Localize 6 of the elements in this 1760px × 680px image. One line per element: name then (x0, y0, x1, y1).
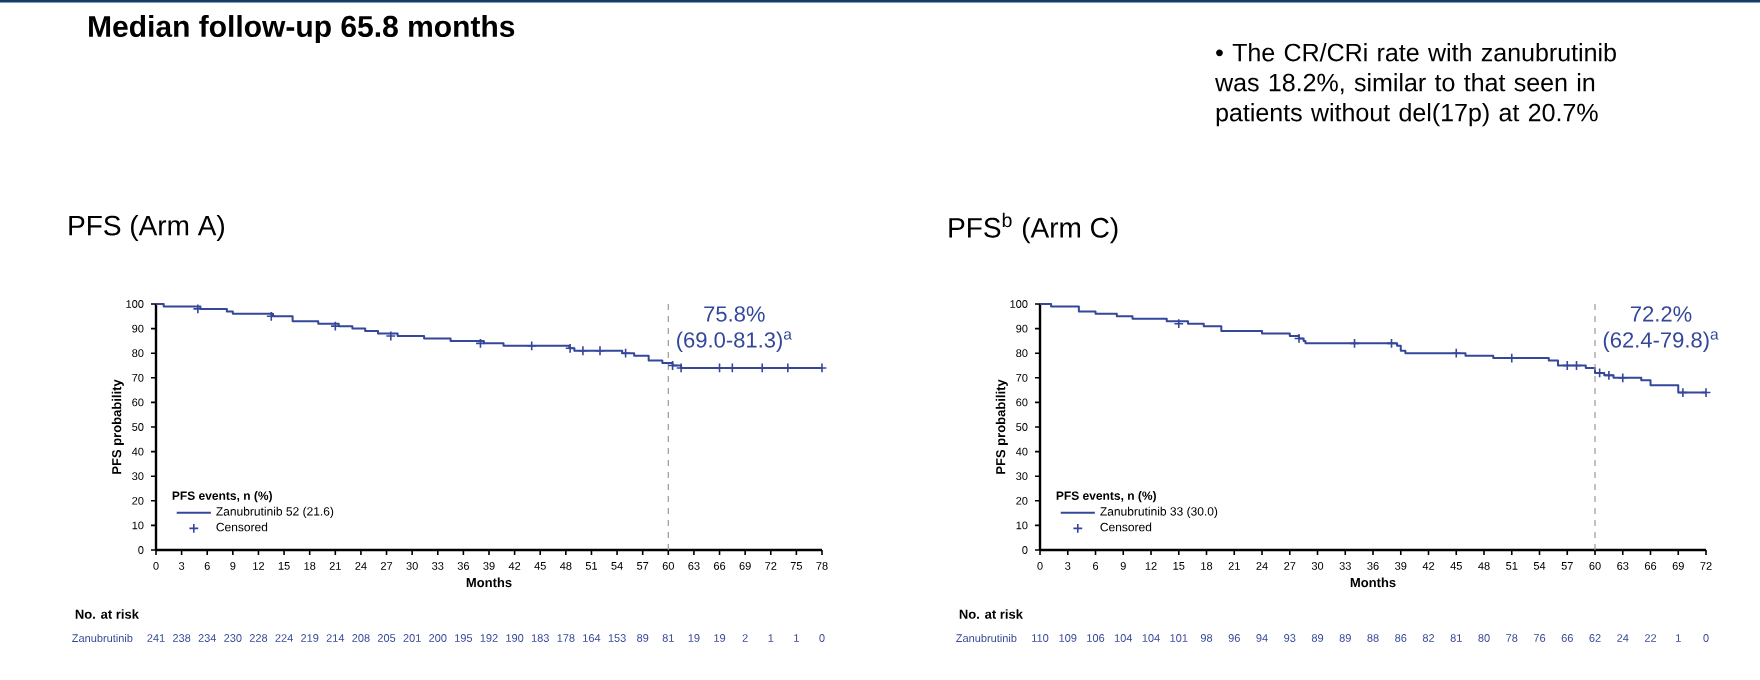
ref-line-label: 75.8% (69.0-81.3)$^{a}$ (677, 306, 792, 353)
text: • The CR/CRi rate with zanubrutinib was 18.2%, similar to that seen in patients without del(17p) at 20.7% (1215, 43, 1616, 127)
text: Median follow-up 65.8 months (89, 15, 515, 44)
chart-title: PFS (Arm A) (69, 214, 224, 242)
chart-title: PFS$^{b}$ (Arm C) (949, 212, 1118, 244)
ref-line-label: 72.2% (62.4-79.8)$^{a}$ (1603, 306, 1719, 353)
